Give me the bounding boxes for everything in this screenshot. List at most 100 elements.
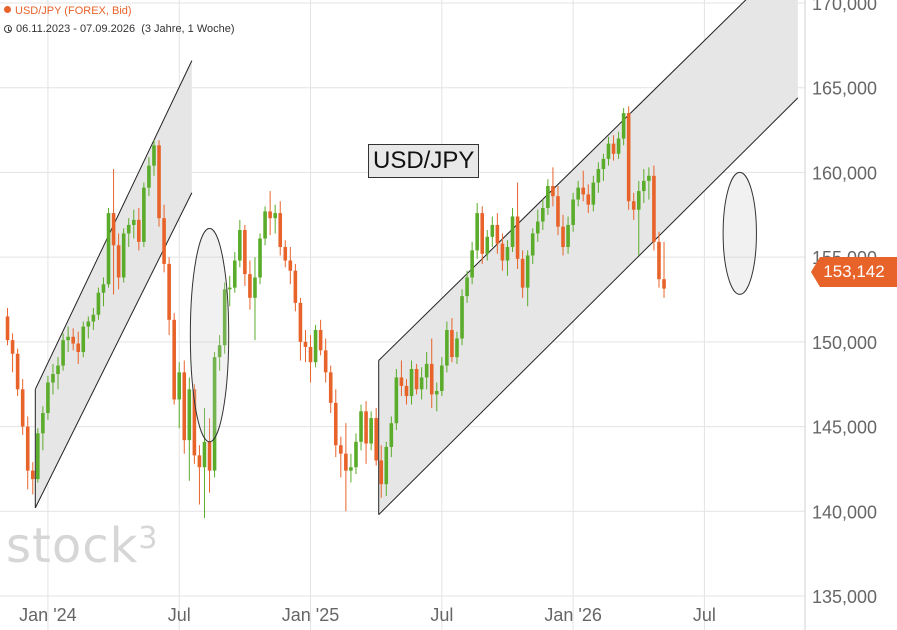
candle: [182, 360, 187, 454]
candle-body: [485, 236, 490, 254]
candle-body: [101, 284, 106, 293]
candle-body: [369, 418, 373, 444]
candle-body: [429, 363, 434, 395]
candle: [111, 169, 116, 295]
candle-body: [46, 382, 50, 414]
candle: [339, 436, 343, 478]
candle: [374, 407, 378, 466]
candle: [364, 401, 368, 464]
candle: [258, 233, 262, 285]
candle-body: [192, 389, 197, 456]
candle: [404, 379, 409, 405]
candle: [212, 352, 217, 478]
candle-body: [647, 175, 651, 181]
candle: [30, 462, 35, 495]
candle-body: [76, 343, 81, 353]
candle: [450, 318, 454, 363]
candle: [142, 182, 146, 247]
candle-body: [520, 258, 525, 288]
candle: [217, 335, 222, 371]
candle: [121, 228, 126, 283]
candle-body: [389, 423, 394, 447]
candle-body: [177, 372, 182, 400]
candle: [571, 192, 575, 232]
candle-body: [535, 221, 540, 234]
candle: [253, 257, 257, 341]
candle: [157, 140, 161, 227]
candle-body: [419, 377, 424, 390]
candle: [167, 257, 171, 336]
candle-body: [344, 453, 348, 471]
candle-body: [263, 211, 267, 239]
candle: [399, 360, 404, 397]
duration-text: (3 Jahre, 1 Woche): [141, 23, 235, 35]
y-axis: 135,000140,000145,000150,000155,000160,0…: [812, 0, 877, 607]
candle-body: [616, 138, 621, 154]
candle-body: [253, 277, 257, 298]
candle: [131, 209, 136, 239]
candle-body: [217, 345, 222, 358]
candle: [76, 331, 81, 364]
candle: [652, 165, 656, 251]
candle: [318, 319, 323, 356]
candle-body: [495, 224, 500, 244]
candle-body: [51, 374, 55, 383]
candle: [263, 206, 267, 246]
candle: [96, 287, 101, 320]
candle: [379, 445, 384, 498]
candle: [238, 219, 242, 268]
candle-body: [106, 213, 111, 285]
chart-annotation: USD/JPY: [368, 144, 480, 178]
candle-body: [460, 296, 464, 339]
candle-body: [566, 224, 570, 247]
channel-fill: [378, 0, 798, 515]
candle: [25, 416, 30, 490]
candle-body: [243, 230, 247, 275]
candle: [41, 406, 45, 451]
candle: [333, 389, 338, 458]
candle: [152, 140, 156, 176]
candle-body: [530, 233, 535, 256]
y-tick-label: 145,000: [812, 418, 877, 438]
candle-body: [424, 363, 429, 378]
candle-body: [586, 194, 591, 205]
candle: [303, 329, 308, 363]
candle-body: [445, 329, 449, 366]
candle-body: [339, 445, 343, 454]
candle: [243, 224, 247, 286]
candle: [187, 377, 192, 481]
candle-body: [636, 191, 641, 210]
channel-lower-line: [378, 97, 799, 516]
candle-body: [137, 219, 141, 242]
candle: [354, 433, 358, 475]
candle-body: [313, 329, 318, 363]
candle: [81, 321, 86, 358]
candle-body: [283, 246, 288, 261]
candle-body: [571, 199, 575, 225]
candle-body: [450, 329, 454, 358]
candle-body: [147, 165, 151, 188]
candle-body: [333, 402, 338, 446]
highlight-ellipses: [189, 171, 757, 443]
candle-body: [465, 277, 469, 297]
candle: [71, 328, 75, 351]
candle: [308, 335, 313, 383]
candle: [283, 240, 288, 268]
candle-body: [591, 182, 596, 205]
candle-body: [409, 368, 414, 397]
candle-body: [36, 433, 40, 480]
candle: [389, 416, 394, 458]
candle-body: [273, 213, 277, 219]
candle: [611, 135, 616, 161]
candle-body: [10, 340, 15, 354]
candle-body: [207, 441, 212, 471]
candle-body: [232, 260, 237, 288]
candle-body: [152, 145, 156, 166]
candle-body: [384, 446, 389, 485]
candle: [596, 162, 601, 193]
candle: [268, 191, 272, 236]
candle-body: [515, 216, 520, 259]
candle: [440, 357, 444, 397]
candle: [409, 360, 414, 405]
